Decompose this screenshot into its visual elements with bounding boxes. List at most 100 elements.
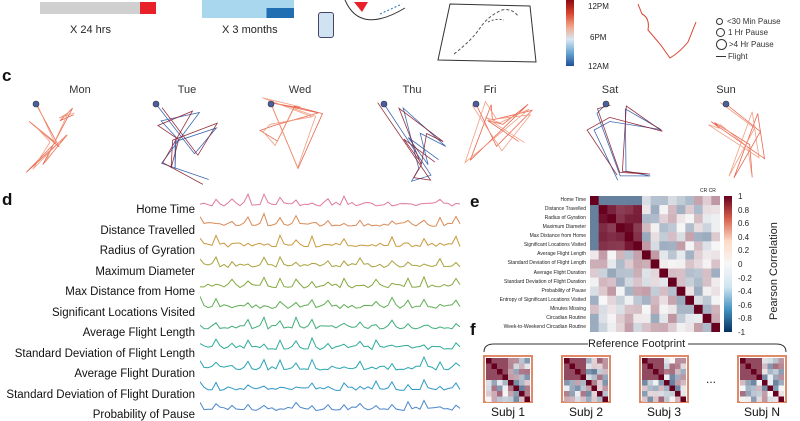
heatmap-label-4: Max Distance from Home [529,233,586,240]
trajectory-thu [377,100,447,182]
heatmap-label-6: Average Flight Length [537,251,586,258]
feature-label-10: Probability of Pause [92,409,195,421]
feature-label-7: Standard Deviation of Flight Length [14,347,195,360]
daily-bar-label: X 24 hrs [70,24,111,36]
trajectory-tue [152,100,219,185]
heatmap-label-0: Home Time [560,197,586,203]
day-label-tue: Tue [177,84,197,96]
heatmap-label-3: Maximum Diameter [542,224,586,231]
feature-label-0: Home Time [136,204,195,216]
colorbar-tick-10: -1 [738,328,746,337]
feature-label-9: Standard Deviation of Flight Duration [6,388,195,401]
monthly-bar-label: X 3 months [222,24,278,36]
thumbnail-1 [561,355,611,403]
heatmap-label-14: Week-to-Weekend Circadian Routine [503,323,586,330]
colorbar-tick-9: -0.8 [738,314,752,324]
series-8 [200,355,461,371]
daily-bar-highlight [140,2,156,14]
legend-short-pause: <30 Min Pause [716,16,781,26]
series-4 [200,275,461,289]
monthly-bar [202,0,294,18]
feature-label-2: Radius of Gyration [99,245,195,257]
thumb-ellipsis: ... [706,372,717,386]
heatmap-label-9: Standard Deviation of Flight Duration [504,278,586,285]
colorbar-tick-8: -0.6 [738,300,752,310]
panel-letter-e: e [470,192,480,211]
thumbnail-0 [483,355,533,403]
day-label-fri: Fri [483,84,497,96]
reference-bracket [483,343,787,353]
colorbar-tick-1: 0.8 [738,205,750,215]
time-tick-6pm: 6PM [590,33,607,42]
colorbar-tick-4: 0.2 [738,246,750,256]
time-tick-12am: 12AM [588,62,609,71]
heatmap-label-5: Significant Locations Visited [523,242,586,249]
legend-flight: Flight [716,51,781,61]
heatmap-corner-label: CR CR [700,188,716,194]
colorbar-tick-0: 1 [738,192,743,201]
map-circle-icon [344,0,406,21]
heatmap-label-13: Circadian Routine [546,314,586,321]
series-7 [200,336,461,351]
flight-line-icon [716,55,726,57]
legend-4hr-pause: >4 Hr Pause [716,38,781,51]
heatmap-label-2: Radius of Gyration [544,215,586,222]
series-9 [200,378,461,391]
legend: <30 Min Pause 1 Hr Pause >4 Hr Pause Fli… [716,16,781,61]
medium-circle-icon [716,27,725,37]
heatmap-label-7: Standard Deviation of Flight Length [507,260,586,267]
heatmap-label-11: Entropy of Significant Locations Visited [499,296,586,303]
subject-label-1: Subj 2 [568,405,604,419]
subject-label-3: Subj N [743,405,781,419]
feature-label-8: Average Flight Duration [74,368,195,380]
day-label-sat: Sat [601,84,619,96]
series-2 [200,233,461,248]
subject-label-0: Subj 1 [490,405,526,419]
trajectory-mon [26,100,75,173]
pearson-colorbar [724,196,732,332]
series-3 [200,255,461,269]
trajectory-sun [708,100,766,179]
trajectory-fri [464,100,534,164]
daily-bar [40,2,156,14]
colorbar-tick-5: 0 [738,260,743,269]
time-colorbar [566,0,574,66]
heatmap-label-12: Minutes Missing [550,305,586,312]
colorbar-title: Pearson Correlation [768,222,780,320]
panel-letter-c: c [2,66,12,85]
trajectory-wed [259,97,324,170]
panel-letter-f: f [470,320,476,339]
small-circle-icon [716,17,723,25]
day-label-wed: Wed [288,84,312,96]
series-10 [200,399,461,412]
thumbnail-3 [737,355,787,403]
reference-title: Reference Footprint [588,338,686,350]
phone-icon [318,12,334,38]
thumbnail-2 [639,355,689,403]
heatmap-label-8: Average Flight Duration [533,269,586,276]
feature-label-5: Significant Locations Visited [52,306,195,319]
subject-thumbnails [483,355,787,403]
feature-label-6: Average Flight Length [82,327,195,339]
day-label-thu: Thu [402,84,422,96]
heatmap-label-1: Distance Travelled [544,206,586,213]
series-5 [200,296,461,310]
heatmap-label-10: Probability of Pause [541,287,586,294]
weekly-trajectories [26,97,766,185]
legend-1hr-pause: 1 Hr Pause [716,26,781,38]
day-label-sun: Sun [716,84,736,96]
time-tick-12pm: 12PM [588,2,609,11]
feature-label-3: Maximum Diameter [95,265,195,278]
trajectory-sat [586,100,663,181]
series-6 [200,315,461,330]
panel-letter-d: d [2,190,13,209]
feature-label-1: Distance Travelled [100,224,195,237]
colorbar-tick-6: -0.2 [738,273,752,283]
subject-label-2: Subj 3 [646,405,682,419]
feature-time-series [200,192,461,412]
colorbar-tick-2: 0.6 [738,219,750,229]
sample-trajectory [637,3,697,59]
day-label-mon: Mon [69,84,91,96]
trajectory-map [437,3,537,63]
large-circle-icon [716,39,727,50]
